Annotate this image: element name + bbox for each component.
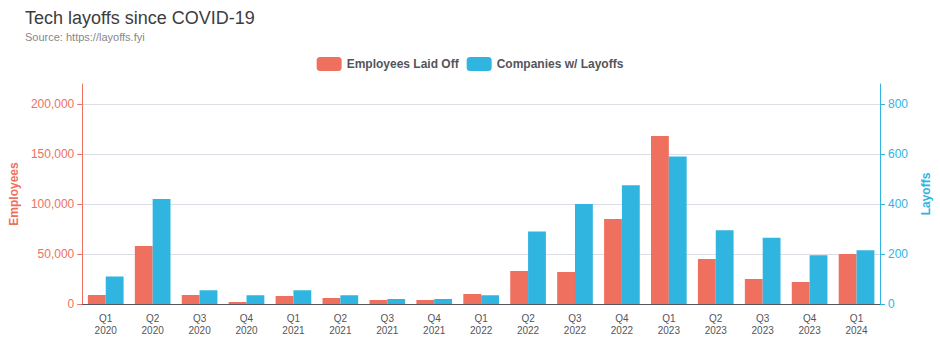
svg-text:2023: 2023	[798, 325, 821, 336]
svg-text:Q4: Q4	[803, 313, 817, 324]
svg-text:Employees Laid Off: Employees Laid Off	[347, 57, 460, 71]
svg-text:Q1: Q1	[99, 313, 113, 324]
svg-text:2023: 2023	[752, 325, 775, 336]
svg-text:Q1: Q1	[662, 313, 676, 324]
svg-text:2023: 2023	[658, 325, 681, 336]
svg-text:2021: 2021	[329, 325, 352, 336]
svg-text:Q4: Q4	[240, 313, 254, 324]
svg-text:Q4: Q4	[428, 313, 442, 324]
svg-text:2022: 2022	[517, 325, 540, 336]
svg-text:Layoffs: Layoffs	[919, 172, 933, 215]
svg-text:Q2: Q2	[334, 313, 348, 324]
svg-text:2022: 2022	[564, 325, 587, 336]
svg-text:2023: 2023	[705, 325, 728, 336]
svg-text:2021: 2021	[423, 325, 446, 336]
svg-text:2022: 2022	[470, 325, 493, 336]
svg-text:100,000: 100,000	[31, 197, 75, 211]
svg-text:Q3: Q3	[568, 313, 582, 324]
svg-text:Q3: Q3	[756, 313, 770, 324]
svg-text:Q3: Q3	[193, 313, 207, 324]
svg-text:150,000: 150,000	[31, 147, 75, 161]
svg-text:200: 200	[888, 247, 908, 261]
svg-text:2020: 2020	[142, 325, 165, 336]
svg-text:Q3: Q3	[381, 313, 395, 324]
svg-text:Q1: Q1	[850, 313, 864, 324]
svg-text:Q1: Q1	[474, 313, 488, 324]
svg-text:400: 400	[888, 197, 908, 211]
svg-text:2022: 2022	[611, 325, 634, 336]
svg-text:Employees: Employees	[7, 162, 21, 226]
svg-text:Source: https://layoffs.fyi: Source: https://layoffs.fyi	[25, 31, 145, 43]
svg-text:Q2: Q2	[146, 313, 160, 324]
svg-text:50,000: 50,000	[38, 247, 75, 261]
svg-text:200,000: 200,000	[31, 97, 75, 111]
svg-text:Q4: Q4	[615, 313, 629, 324]
svg-text:0: 0	[68, 297, 75, 311]
svg-text:Tech layoffs since COVID-19: Tech layoffs since COVID-19	[25, 8, 255, 28]
svg-text:2021: 2021	[282, 325, 305, 336]
svg-text:0: 0	[888, 297, 895, 311]
svg-text:2020: 2020	[95, 325, 118, 336]
svg-text:Q2: Q2	[521, 313, 535, 324]
svg-text:800: 800	[888, 97, 908, 111]
svg-text:Q1: Q1	[287, 313, 301, 324]
svg-text:2024: 2024	[845, 325, 868, 336]
svg-text:600: 600	[888, 147, 908, 161]
svg-text:2021: 2021	[376, 325, 399, 336]
svg-text:2020: 2020	[188, 325, 211, 336]
svg-text:2020: 2020	[235, 325, 258, 336]
svg-text:Companies w/ Layoffs: Companies w/ Layoffs	[497, 57, 624, 71]
svg-text:Q2: Q2	[709, 313, 723, 324]
